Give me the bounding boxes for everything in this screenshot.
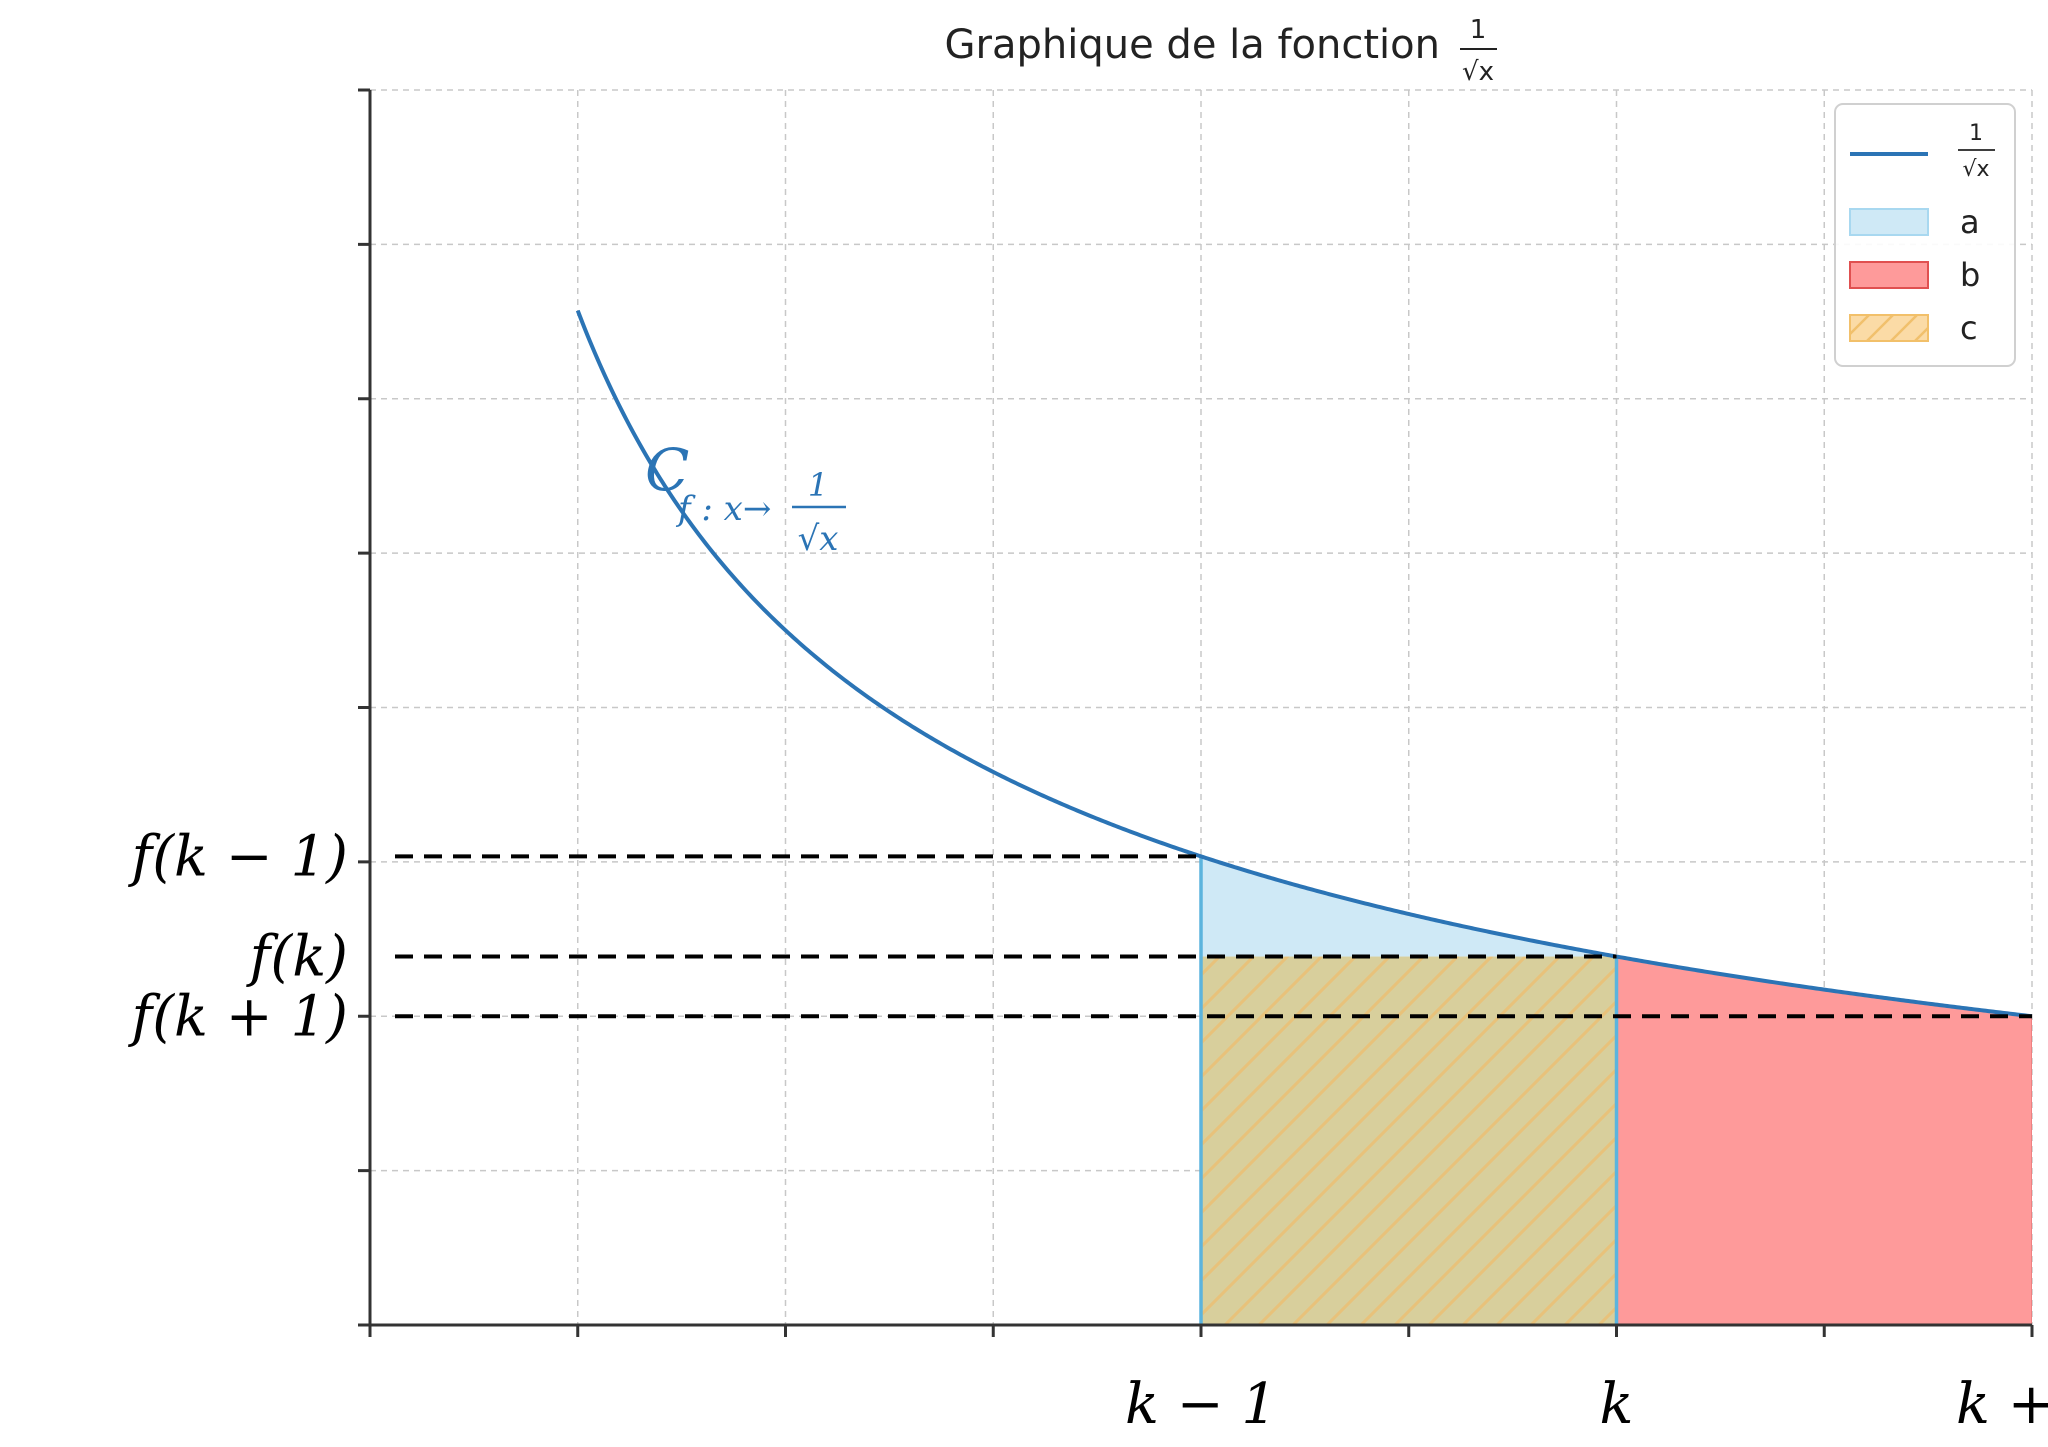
legend-entry-curve-numerator: 1 [1969,121,1983,146]
y-marker-layer: f(k − 1) f(k)f(k + 1) [127,824,2032,1049]
y-marker-label-0: f(k − 1) [127,824,348,889]
chart-title: Graphique de la fonction 1 √x [945,15,1497,87]
title-text: Graphique de la fonction [945,22,1440,68]
curve-label-denominator: √x [798,519,839,559]
x-tick-label-1: k [1600,1372,1634,1437]
area-c [1201,956,1617,1325]
legend-swatch-b [1849,261,1929,289]
title-fraction-denominator: √x [1462,57,1494,87]
legend-entry-c: c [1960,309,1978,347]
legend: 1 √x a b c [1834,103,2016,367]
area-b [1616,956,2032,1325]
legend-swatch-c [1849,314,1929,342]
legend-entry-curve-denominator: √x [1962,157,1989,182]
x-tick-label-0: k − 1 [1125,1372,1277,1437]
title-fraction-numerator: 1 [1470,15,1487,45]
legend-entry-b: b [1960,256,1980,294]
curve-label-numerator: 1 [808,466,828,504]
y-marker-label-1: f(k) [246,925,348,990]
curve-label-base: C [645,436,689,504]
function-curve [575,309,2032,1019]
y-marker-label-2: f(k + 1) [127,984,348,1049]
x-tick-label-2: k + 1 [1956,1372,2048,1437]
area-layer [1199,856,2032,1325]
legend-entry-a: a [1960,203,1980,241]
curve-label-subscript: f : x→ [675,489,771,529]
legend-swatch-a [1849,208,1929,236]
x-tick-labels: k − 1 k k + 1 [1125,1372,2048,1437]
area-a [1201,856,1617,957]
curve-layer [575,309,2032,1019]
axes [358,88,2034,1337]
curve-label: C f : x→ 1 √x [645,436,846,559]
